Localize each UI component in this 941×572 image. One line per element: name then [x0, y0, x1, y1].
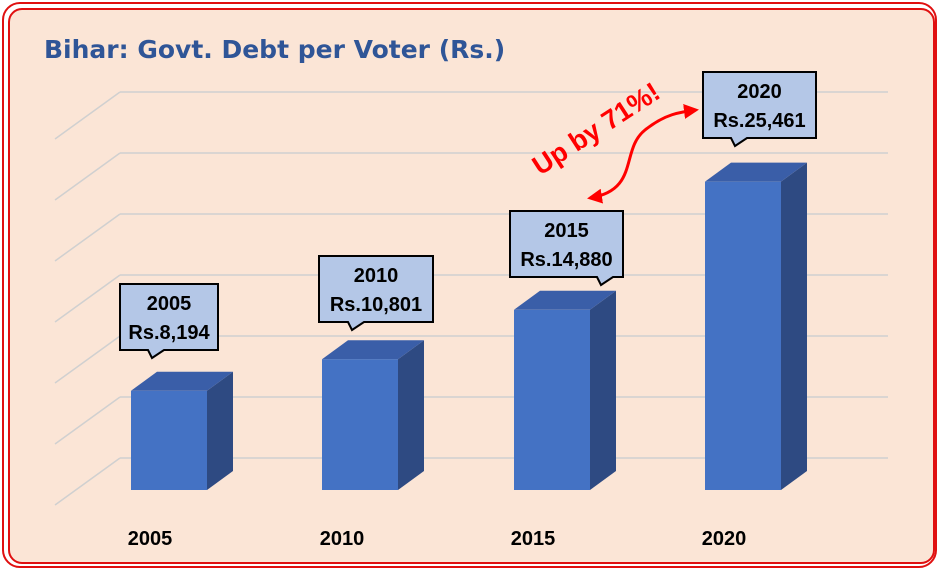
data-labels: 2005Rs.8,1942010Rs.10,8012015Rs.14,88020… — [119, 71, 817, 360]
bar-front — [514, 309, 590, 490]
bar-2010 — [322, 340, 424, 490]
bar-top — [705, 162, 807, 182]
label-box — [509, 210, 624, 287]
data-label-2005: 2005 Rs.8,194 — [119, 283, 219, 360]
data-label-2020: 2020 Rs.25,461 — [702, 71, 817, 148]
label-year: 2020 — [737, 81, 782, 103]
bar-2005 — [131, 371, 233, 490]
label-year: 2005 — [147, 293, 192, 315]
label-value: Rs.25,461 — [713, 110, 805, 132]
bar-side — [590, 290, 616, 490]
label-box — [318, 255, 434, 332]
growth-annotation: Up by 71%! — [527, 77, 699, 204]
bar-2015 — [514, 290, 616, 490]
bar-2020 — [705, 162, 807, 490]
label-box — [119, 283, 219, 360]
bar-top — [131, 371, 233, 391]
gridline-depth — [54, 152, 121, 201]
gridline-depth — [54, 457, 121, 506]
gridline-depth — [54, 91, 121, 140]
bar-top — [514, 290, 616, 310]
bar-side — [781, 162, 807, 490]
bar-front — [705, 181, 781, 490]
bars — [131, 162, 807, 490]
x-tick-label: 2020 — [702, 528, 747, 550]
bar-side — [398, 340, 424, 490]
label-value: Rs.8,194 — [128, 322, 210, 344]
label-value: Rs.10,801 — [330, 294, 422, 316]
gridline-depth — [54, 274, 121, 323]
x-tick-label: 2005 — [128, 528, 173, 550]
growth-arrow — [587, 104, 699, 204]
chart-title: Bihar: Govt. Debt per Voter (Rs.) — [44, 35, 506, 64]
gridline-depth — [54, 396, 121, 445]
data-label-2010: 2010 Rs.10,801 — [318, 255, 434, 332]
x-axis-labels: 2005 2010 2015 2020 — [128, 528, 747, 550]
label-box — [702, 71, 817, 148]
bar-front — [322, 359, 398, 490]
label-year: 2015 — [544, 220, 589, 242]
data-label-2015: 2015 Rs.14,880 — [509, 210, 624, 287]
gridline-depth — [54, 335, 121, 384]
label-value: Rs.14,880 — [520, 249, 612, 271]
x-tick-label: 2015 — [511, 528, 556, 550]
bar-front — [131, 390, 207, 490]
bar-top — [322, 340, 424, 360]
bar-side — [207, 371, 233, 490]
gridline-depth — [54, 213, 121, 262]
x-tick-label: 2010 — [320, 528, 365, 550]
label-year: 2010 — [354, 265, 399, 287]
